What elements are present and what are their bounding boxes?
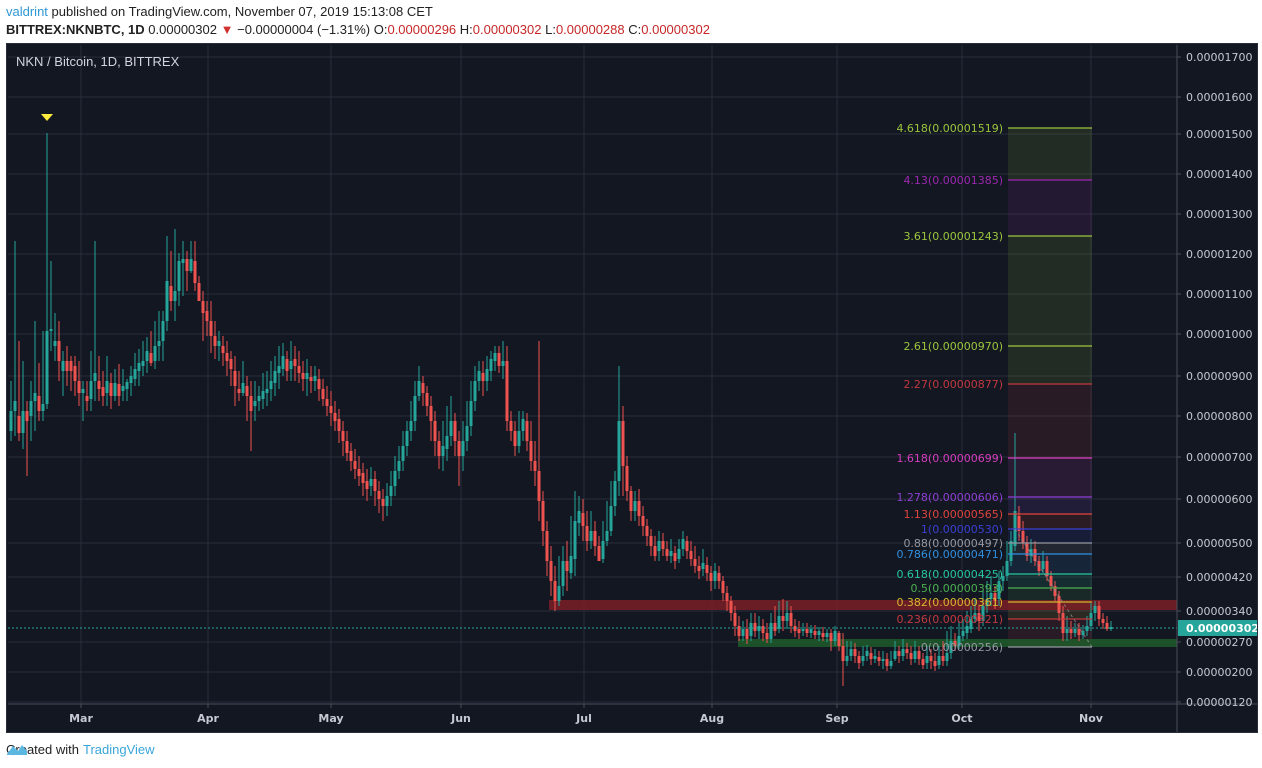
down-arrow-icon: ▼ xyxy=(220,22,234,37)
price-tick-label: 0.00001300 xyxy=(1186,208,1252,221)
brand-label: TradingView xyxy=(82,742,155,757)
time-axis[interactable]: Mar Apr May Jun Jul Aug Sep Oct Nov xyxy=(69,704,1104,725)
price-tick-label: 0.00001500 xyxy=(1186,128,1252,141)
published-text: published on TradingView.com, November 0… xyxy=(47,4,433,19)
price-tick-label: 0.00000500 xyxy=(1186,537,1252,550)
open-label: O: xyxy=(373,22,388,37)
symbol-label: BITTREX:NKNBTC, 1D xyxy=(6,22,145,37)
fib-level-label: 0.236(0.00000321) xyxy=(896,613,1003,626)
month-tick-label: May xyxy=(318,712,343,725)
price-change: −0.00000004 (−1.31%) xyxy=(237,22,371,37)
high-label: H: xyxy=(459,22,473,37)
price-tick-label: 0.00001600 xyxy=(1186,91,1252,104)
fib-level-label: 0.618(0.00000425) xyxy=(896,568,1003,581)
price-axis[interactable]: 0.00001700 0.00001600 0.00001500 0.00001400… xyxy=(1177,51,1257,709)
price-tick-label: 0.00000800 xyxy=(1186,410,1252,423)
fib-extension[interactable]: 4.618(0.00001519) 4.13(0.00001385) 3.61(0.… xyxy=(896,122,1093,654)
low-value: 0.00000288 xyxy=(555,22,625,37)
fib-level-label: 0.5(0.00000393) xyxy=(910,582,1003,595)
fib-level-label: 3.61(0.00001243) xyxy=(903,230,1003,243)
symbol-info-bar: BITTREX:NKNBTC, 1D 0.00000302 ▼ −0.00000… xyxy=(6,22,710,37)
month-tick-label: Apr xyxy=(197,712,219,725)
price-tick-label: 0.00001100 xyxy=(1186,288,1252,301)
author-link[interactable]: valdrint xyxy=(6,4,48,19)
low-label: L: xyxy=(545,22,556,37)
fib-level-label: 0(0.00000256) xyxy=(921,641,1003,654)
fib-level-label: 1.13(0.00000565) xyxy=(903,508,1003,521)
price-tick-label: 0.00000700 xyxy=(1186,451,1252,464)
tradingview-logo-icon xyxy=(7,745,27,755)
last-price: 0.00000302 xyxy=(148,22,217,37)
price-tick-label: 0.00000420 xyxy=(1186,571,1252,584)
open-value: 0.00000296 xyxy=(387,22,457,37)
resistance-zone xyxy=(549,600,1177,610)
high-value: 0.00000302 xyxy=(472,22,542,37)
price-tick-label: 0.00000120 xyxy=(1186,696,1252,709)
grid xyxy=(8,45,1177,704)
fib-level-label: 0.786(0.00000471) xyxy=(896,548,1003,561)
price-tick-label: 0.00000600 xyxy=(1186,493,1252,506)
last-price-badge xyxy=(1178,620,1257,636)
fib-level-label: 0.88(0.00000497) xyxy=(903,537,1003,550)
close-label: C: xyxy=(628,22,642,37)
fib-shading xyxy=(1008,128,1092,647)
month-tick-label: Jul xyxy=(575,712,592,725)
fib-level-label: 4.618(0.00001519) xyxy=(896,122,1003,135)
price-tick-label: 0.00000340 xyxy=(1186,605,1252,618)
fib-level-label: 2.61(0.00000970) xyxy=(903,340,1003,353)
month-tick-label: Mar xyxy=(69,712,93,725)
fib-level-label: 1.618(0.00000699) xyxy=(896,452,1003,465)
chart-title: NKN / Bitcoin, 1D, BITTREX xyxy=(16,54,180,69)
month-tick-label: Jun xyxy=(450,712,471,725)
price-tick-label: 0.00001400 xyxy=(1186,168,1252,181)
footer: Created with TradingView xyxy=(6,742,155,757)
fib-level-label: 2.27(0.00000877) xyxy=(903,378,1003,391)
marker-triangle-icon xyxy=(41,114,53,121)
fib-level-label: 1(0.00000530) xyxy=(921,523,1003,536)
price-tick-label: 0.00001000 xyxy=(1186,328,1252,341)
publish-info: valdrint published on TradingView.com, N… xyxy=(6,4,433,19)
candles xyxy=(9,133,1113,686)
month-tick-label: Nov xyxy=(1079,712,1104,725)
fib-level-label: 1.278(0.00000606) xyxy=(896,491,1003,504)
price-tick-label: 0.00000200 xyxy=(1186,666,1252,679)
month-tick-label: Oct xyxy=(951,712,972,725)
chart-panel[interactable]: 4.618(0.00001519) 4.13(0.00001385) 3.61(0.… xyxy=(6,43,1258,733)
fib-level-label: 4.13(0.00001385) xyxy=(903,174,1003,187)
price-tick-label: 0.00000270 xyxy=(1186,636,1252,649)
price-chart[interactable]: 4.618(0.00001519) 4.13(0.00001385) 3.61(0.… xyxy=(7,44,1257,732)
month-tick-label: Aug xyxy=(700,712,724,725)
price-tick-label: 0.00001700 xyxy=(1186,51,1252,64)
price-tick-label: 0.00001200 xyxy=(1186,248,1252,261)
price-tick-label: 0.00000900 xyxy=(1186,370,1252,383)
fib-level-label: 0.382(0.00000361) xyxy=(896,596,1003,609)
tradingview-link[interactable]: TradingView xyxy=(7,742,155,757)
close-value: 0.00000302 xyxy=(641,22,710,37)
month-tick-label: Sep xyxy=(825,712,848,725)
last-price-badge-label: 0.00000302 xyxy=(1186,622,1257,635)
